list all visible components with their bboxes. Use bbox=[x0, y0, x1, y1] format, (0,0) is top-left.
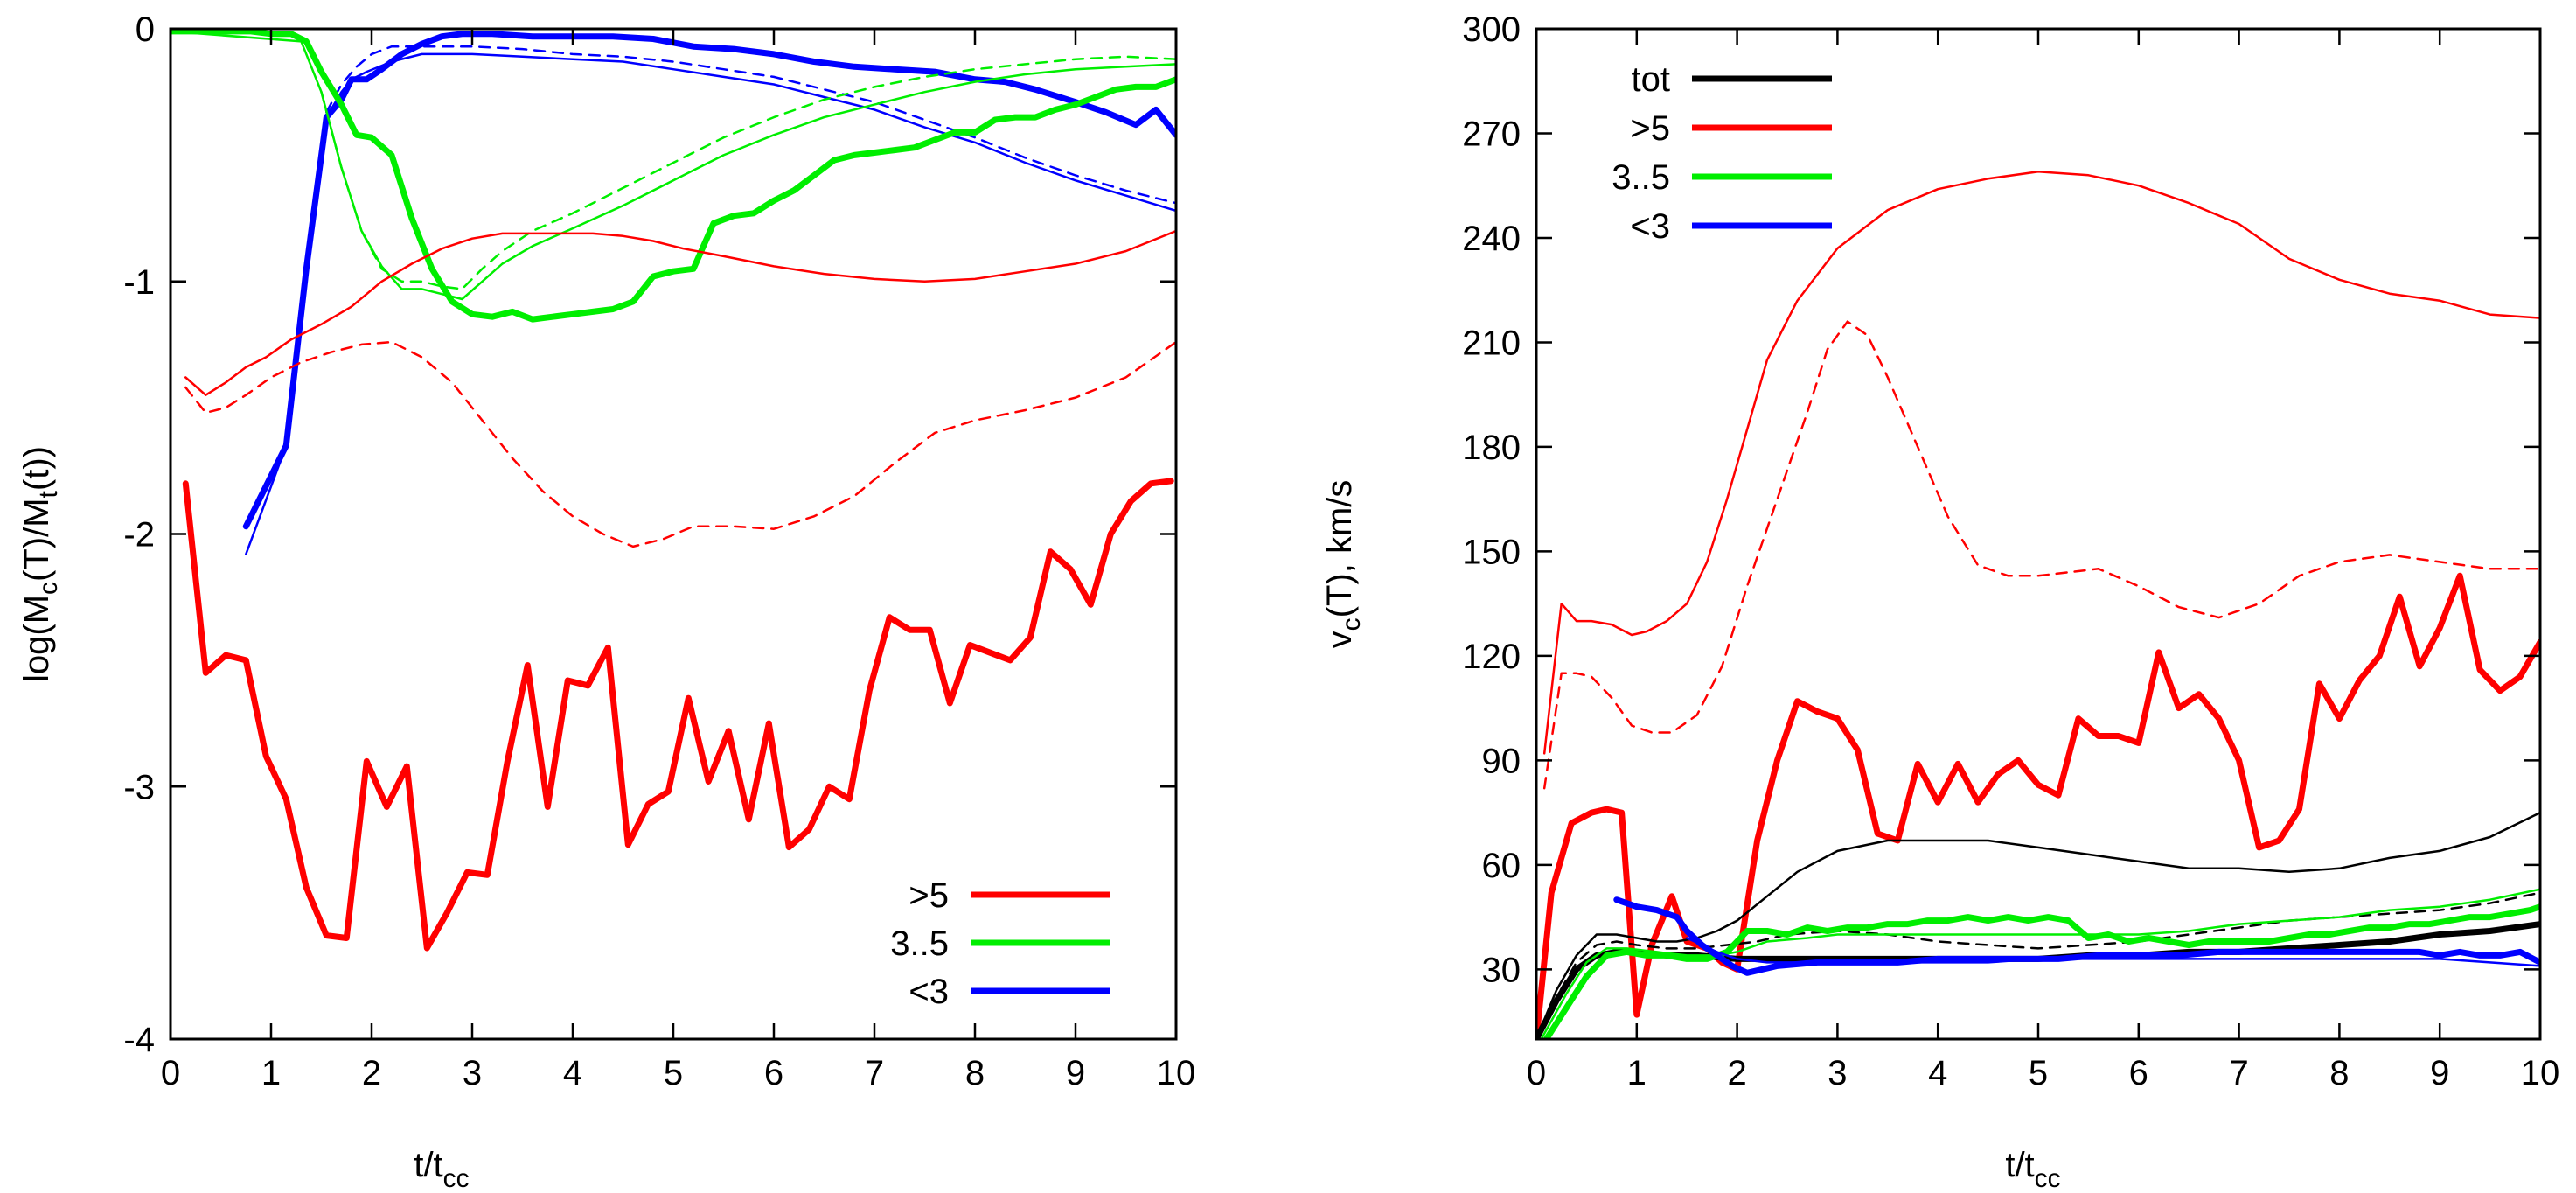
y-tick-label: -3 bbox=[123, 768, 155, 806]
left-y-axis-title-subscript: c bbox=[34, 582, 63, 595]
y-tick-label: 300 bbox=[1462, 10, 1521, 49]
right-y-axis-title-subscript: c bbox=[1337, 617, 1366, 631]
left-y-axis-title-part: log(M bbox=[17, 595, 56, 682]
legend-label: <3 bbox=[1630, 207, 1670, 246]
left-panel: 0 1 2 3 4 5 6 7 8 9 10 -4 -3 -2 -1 0 >5 3..5 <3 t/tcc log… bbox=[17, 10, 1195, 1193]
series-line--5-thin bbox=[1542, 171, 2540, 755]
x-tick-label: 10 bbox=[2521, 1054, 2560, 1092]
legend-label: 3..5 bbox=[890, 924, 949, 963]
right-panel: 0 1 2 3 4 5 6 7 8 9 10306090120150180210240270300 … bbox=[1320, 10, 2559, 1193]
y-tick-label: 270 bbox=[1462, 115, 1521, 153]
x-tick-label: 7 bbox=[865, 1054, 884, 1092]
left-x-axis-title: t/tcc bbox=[414, 1146, 469, 1193]
x-tick-label: 3 bbox=[463, 1054, 482, 1092]
series-line--5-dashed bbox=[1542, 320, 2540, 790]
x-tick-label: 2 bbox=[362, 1054, 381, 1092]
series-line-3-5-thick bbox=[171, 29, 1176, 323]
x-tick-label: 0 bbox=[161, 1054, 180, 1092]
legend-label: tot bbox=[1632, 60, 1670, 99]
right-x-axis-title-main: t/t bbox=[2005, 1146, 2034, 1184]
y-tick-label: 240 bbox=[1462, 220, 1521, 258]
x-tick-label: 6 bbox=[764, 1054, 783, 1092]
x-tick-label: 5 bbox=[664, 1054, 683, 1092]
x-tick-label: 9 bbox=[2430, 1054, 2449, 1092]
x-tick-label: 5 bbox=[2029, 1054, 2048, 1092]
series-line--3-dashed bbox=[325, 45, 1176, 205]
y-tick-label: 90 bbox=[1482, 742, 1521, 780]
left-legend: >5 3..5 <3 bbox=[890, 876, 1110, 1011]
y-tick-label: 30 bbox=[1482, 951, 1521, 989]
x-tick-label: 0 bbox=[1527, 1054, 1546, 1092]
x-tick-label: 8 bbox=[965, 1054, 985, 1092]
right-y-axis-title-part: (T), km/s bbox=[1320, 480, 1359, 618]
series-line--5-thick bbox=[182, 478, 1174, 952]
series-line-3-5-dashed bbox=[320, 55, 1176, 290]
legend-label: >5 bbox=[1630, 109, 1670, 148]
right-x-axis-title-subscript: cc bbox=[2035, 1164, 2061, 1193]
x-tick-label: 1 bbox=[1627, 1054, 1647, 1092]
y-tick-label: 210 bbox=[1462, 324, 1521, 362]
y-tick-label: 120 bbox=[1462, 638, 1521, 676]
x-tick-label: 4 bbox=[1928, 1054, 1947, 1092]
right-y-axis-title-part: v bbox=[1320, 631, 1359, 648]
x-tick-label: 3 bbox=[1828, 1054, 1847, 1092]
y-tick-label: 150 bbox=[1462, 533, 1521, 571]
right-y-axis-title: vc(T), km/s bbox=[1320, 480, 1366, 649]
left-y-axis-title-subscript: t bbox=[34, 490, 63, 498]
left-y-axis-title-part: (T)/M bbox=[17, 498, 56, 582]
x-tick-label: 6 bbox=[2129, 1054, 2148, 1092]
right-plot-frame bbox=[1535, 27, 2542, 1041]
y-tick-label: -1 bbox=[123, 263, 155, 302]
x-tick-label: 10 bbox=[1157, 1054, 1196, 1092]
y-tick-label: -4 bbox=[123, 1021, 155, 1059]
legend-label: 3..5 bbox=[1612, 158, 1670, 197]
left-y-axis-title: log(Mc(T)/Mt(t)) bbox=[17, 446, 63, 682]
left-x-axis-title-subscript: cc bbox=[443, 1164, 470, 1193]
series-line--5-thin bbox=[184, 229, 1176, 396]
y-tick-label: 0 bbox=[136, 10, 155, 49]
series-line-tot-thin bbox=[1536, 811, 2540, 1039]
y-tick-label: -2 bbox=[123, 516, 155, 555]
series-line--3-thick bbox=[1613, 896, 2540, 976]
left-plot-frame bbox=[169, 27, 1178, 1041]
left-x-axis-title-main: t/t bbox=[414, 1146, 442, 1184]
x-tick-label: 4 bbox=[563, 1054, 582, 1092]
legend-label: >5 bbox=[909, 876, 949, 915]
x-tick-label: 2 bbox=[1727, 1054, 1746, 1092]
series-line--5-dashed bbox=[184, 340, 1176, 548]
legend-label: <3 bbox=[909, 973, 949, 1011]
x-tick-label: 9 bbox=[1066, 1054, 1085, 1092]
series-line--3-thick bbox=[242, 31, 1176, 530]
x-tick-label: 8 bbox=[2329, 1054, 2349, 1092]
x-tick-label: 7 bbox=[2229, 1054, 2248, 1092]
x-tick-label: 1 bbox=[261, 1054, 281, 1092]
right-legend: tot >5 3..5 <3 bbox=[1612, 60, 1832, 246]
left-y-axis-title-part: (t)) bbox=[17, 446, 56, 491]
y-tick-label: 180 bbox=[1462, 429, 1521, 467]
right-x-axis-title: t/tcc bbox=[2005, 1146, 2060, 1193]
series-line-3-5-thin bbox=[1540, 888, 2540, 1039]
y-tick-label: 60 bbox=[1482, 847, 1521, 885]
